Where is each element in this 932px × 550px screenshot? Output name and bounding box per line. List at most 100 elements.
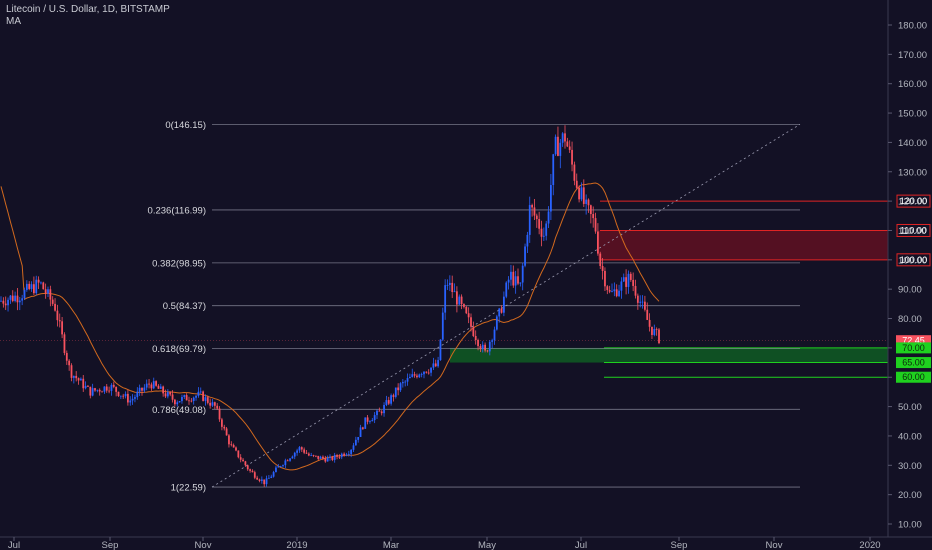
candle-body [580,187,583,200]
candle-body [385,400,388,405]
candle-body [418,374,421,378]
candle-body [63,334,66,353]
price-badge: 65.00 [896,357,931,369]
candle-body [564,133,566,142]
svg-text:100.00: 100.00 [900,255,928,265]
candle-body [192,397,195,402]
candle-body [91,388,94,396]
candle-body [225,428,228,436]
candle-body [30,284,33,289]
candle-body [606,286,609,291]
candle-body [232,444,235,448]
y-tick-label: 130.00 [898,167,927,178]
candle-body [604,270,606,287]
candle-body [479,346,482,350]
candle-body [571,149,573,165]
chart-legend: Litecoin / U.S. Dollar, 1D, BITSTAMP MA [6,4,170,28]
candle-body [307,453,310,456]
candle-body [204,397,207,401]
candle-body [112,384,115,387]
y-tick-label: 30.00 [898,461,922,472]
fib-level-label: 0.5(84.37) [163,301,206,312]
candle-body [110,384,113,391]
candle-body [51,299,54,304]
candle-body [143,387,146,391]
candle-body [366,417,369,422]
candle-body [498,308,501,317]
candle-body [23,289,26,299]
candle-body [260,479,263,481]
candle-body [512,271,515,286]
candle-body [134,397,136,399]
candle-body [380,411,383,414]
candle-body [157,385,160,389]
candle-body [122,395,125,397]
candle-body [535,215,538,220]
candle-body [4,303,7,306]
x-tick-label: May [478,540,496,550]
candle-body [253,472,256,478]
candle-body [500,308,503,313]
candle-body [188,400,190,402]
candle-body [131,398,134,401]
candle-body [223,426,226,429]
candle-body [592,214,595,219]
candle-body [373,415,376,421]
candle-body [58,320,61,322]
candle-body [44,289,47,294]
candle-body [68,360,71,366]
candle-body [258,479,261,481]
candle-body [166,392,169,397]
candle-body [406,378,409,382]
candle-body [542,235,545,237]
candle-body [244,461,247,466]
candle-body [239,457,242,460]
svg-text:60.00: 60.00 [902,372,925,382]
candle-body [465,306,468,314]
candle-body [70,365,73,378]
candle-body [359,427,362,438]
candle-body [547,211,550,224]
candle-body [362,427,364,429]
price-badge: 72.45 [896,335,931,347]
candle-body [169,392,172,395]
candle-body [409,376,411,379]
price-badge: 120.00 [896,194,931,208]
candle-body [340,453,343,458]
candle-body [575,180,578,188]
candle-body [413,374,416,376]
candle-body [331,456,334,460]
candle-body [152,381,155,389]
candle-body [446,285,449,286]
candle-body [437,360,439,367]
candle-body [300,447,303,450]
candle-body [40,282,42,284]
candle-body [256,477,259,480]
candle-body [183,395,186,397]
candle-body [632,279,635,286]
candle-body [293,452,296,457]
candle-body [467,313,470,318]
y-tick-label: 120.00 [898,197,927,208]
fib-level-label: 0.382(98.95) [152,258,206,269]
candle-body [444,285,447,313]
candle-body [282,465,284,467]
candle-body [434,363,437,367]
price-badge: 60.00 [896,371,931,383]
candle-body [289,458,291,461]
candle-body [326,457,329,462]
price-badge: 70.00 [896,342,931,354]
candle-body [646,309,649,320]
candle-body [463,304,465,307]
candle-body [291,456,294,459]
candle-body [277,466,280,468]
candle-body [505,282,508,297]
candle-body [439,339,442,361]
candle-body [486,350,489,352]
svg-text:65.00: 65.00 [902,358,925,368]
candle-body [65,352,68,361]
symbol-title: Litecoin / U.S. Dollar, 1D, BITSTAMP [6,4,170,15]
candle-body [399,383,402,391]
